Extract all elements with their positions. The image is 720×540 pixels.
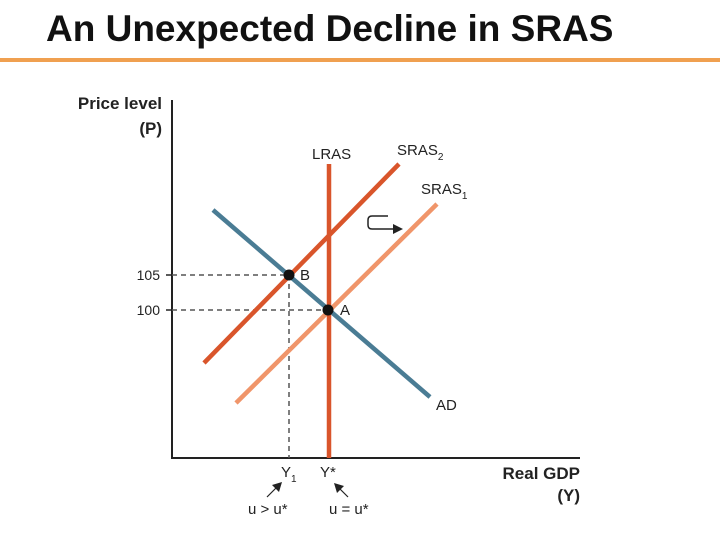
note-u-eq: u = u* [329, 501, 369, 518]
tick-label-ystar: Y* [320, 464, 336, 481]
arrow-u-gt-head-icon [272, 482, 282, 492]
point-b [283, 269, 295, 281]
tick-label-y1: Y1 [281, 464, 297, 485]
tick-label-y1-sub: 1 [291, 474, 297, 485]
note-u-gt: u > u* [248, 501, 288, 518]
lras-label: LRAS [312, 146, 351, 163]
sras2-label-sub: 2 [438, 152, 444, 163]
y-axis-title-line1: Price level [78, 94, 162, 113]
sras2-label-main: SRAS [397, 142, 438, 159]
slide-title: An Unexpected Decline in SRAS [46, 8, 614, 49]
ad-curve [211, 208, 432, 399]
x-axis-title-line2: (Y) [557, 486, 580, 505]
sras2-curve [202, 162, 401, 365]
tick-label-105: 105 [137, 267, 161, 283]
shift-arrowhead-icon [393, 224, 403, 234]
point-a-label: A [340, 302, 350, 319]
sras1-label: SRAS1 [421, 181, 468, 202]
title-underline [0, 58, 720, 62]
tick-label-100: 100 [137, 302, 161, 318]
point-a [322, 304, 334, 316]
x-axis-title-line1: Real GDP [503, 464, 580, 483]
point-b-label: B [300, 267, 310, 284]
y-axis-title-line2: (P) [139, 119, 162, 138]
shift-arrow-icon [367, 215, 396, 230]
ad-label: AD [436, 397, 457, 414]
tick-label-y1-main: Y [281, 464, 291, 481]
arrow-u-eq-head-icon [334, 483, 344, 493]
sras2-label: SRAS2 [397, 142, 444, 163]
sras1-label-sub: 1 [462, 191, 468, 202]
sras1-label-main: SRAS [421, 181, 462, 198]
sras1-curve [234, 202, 439, 405]
